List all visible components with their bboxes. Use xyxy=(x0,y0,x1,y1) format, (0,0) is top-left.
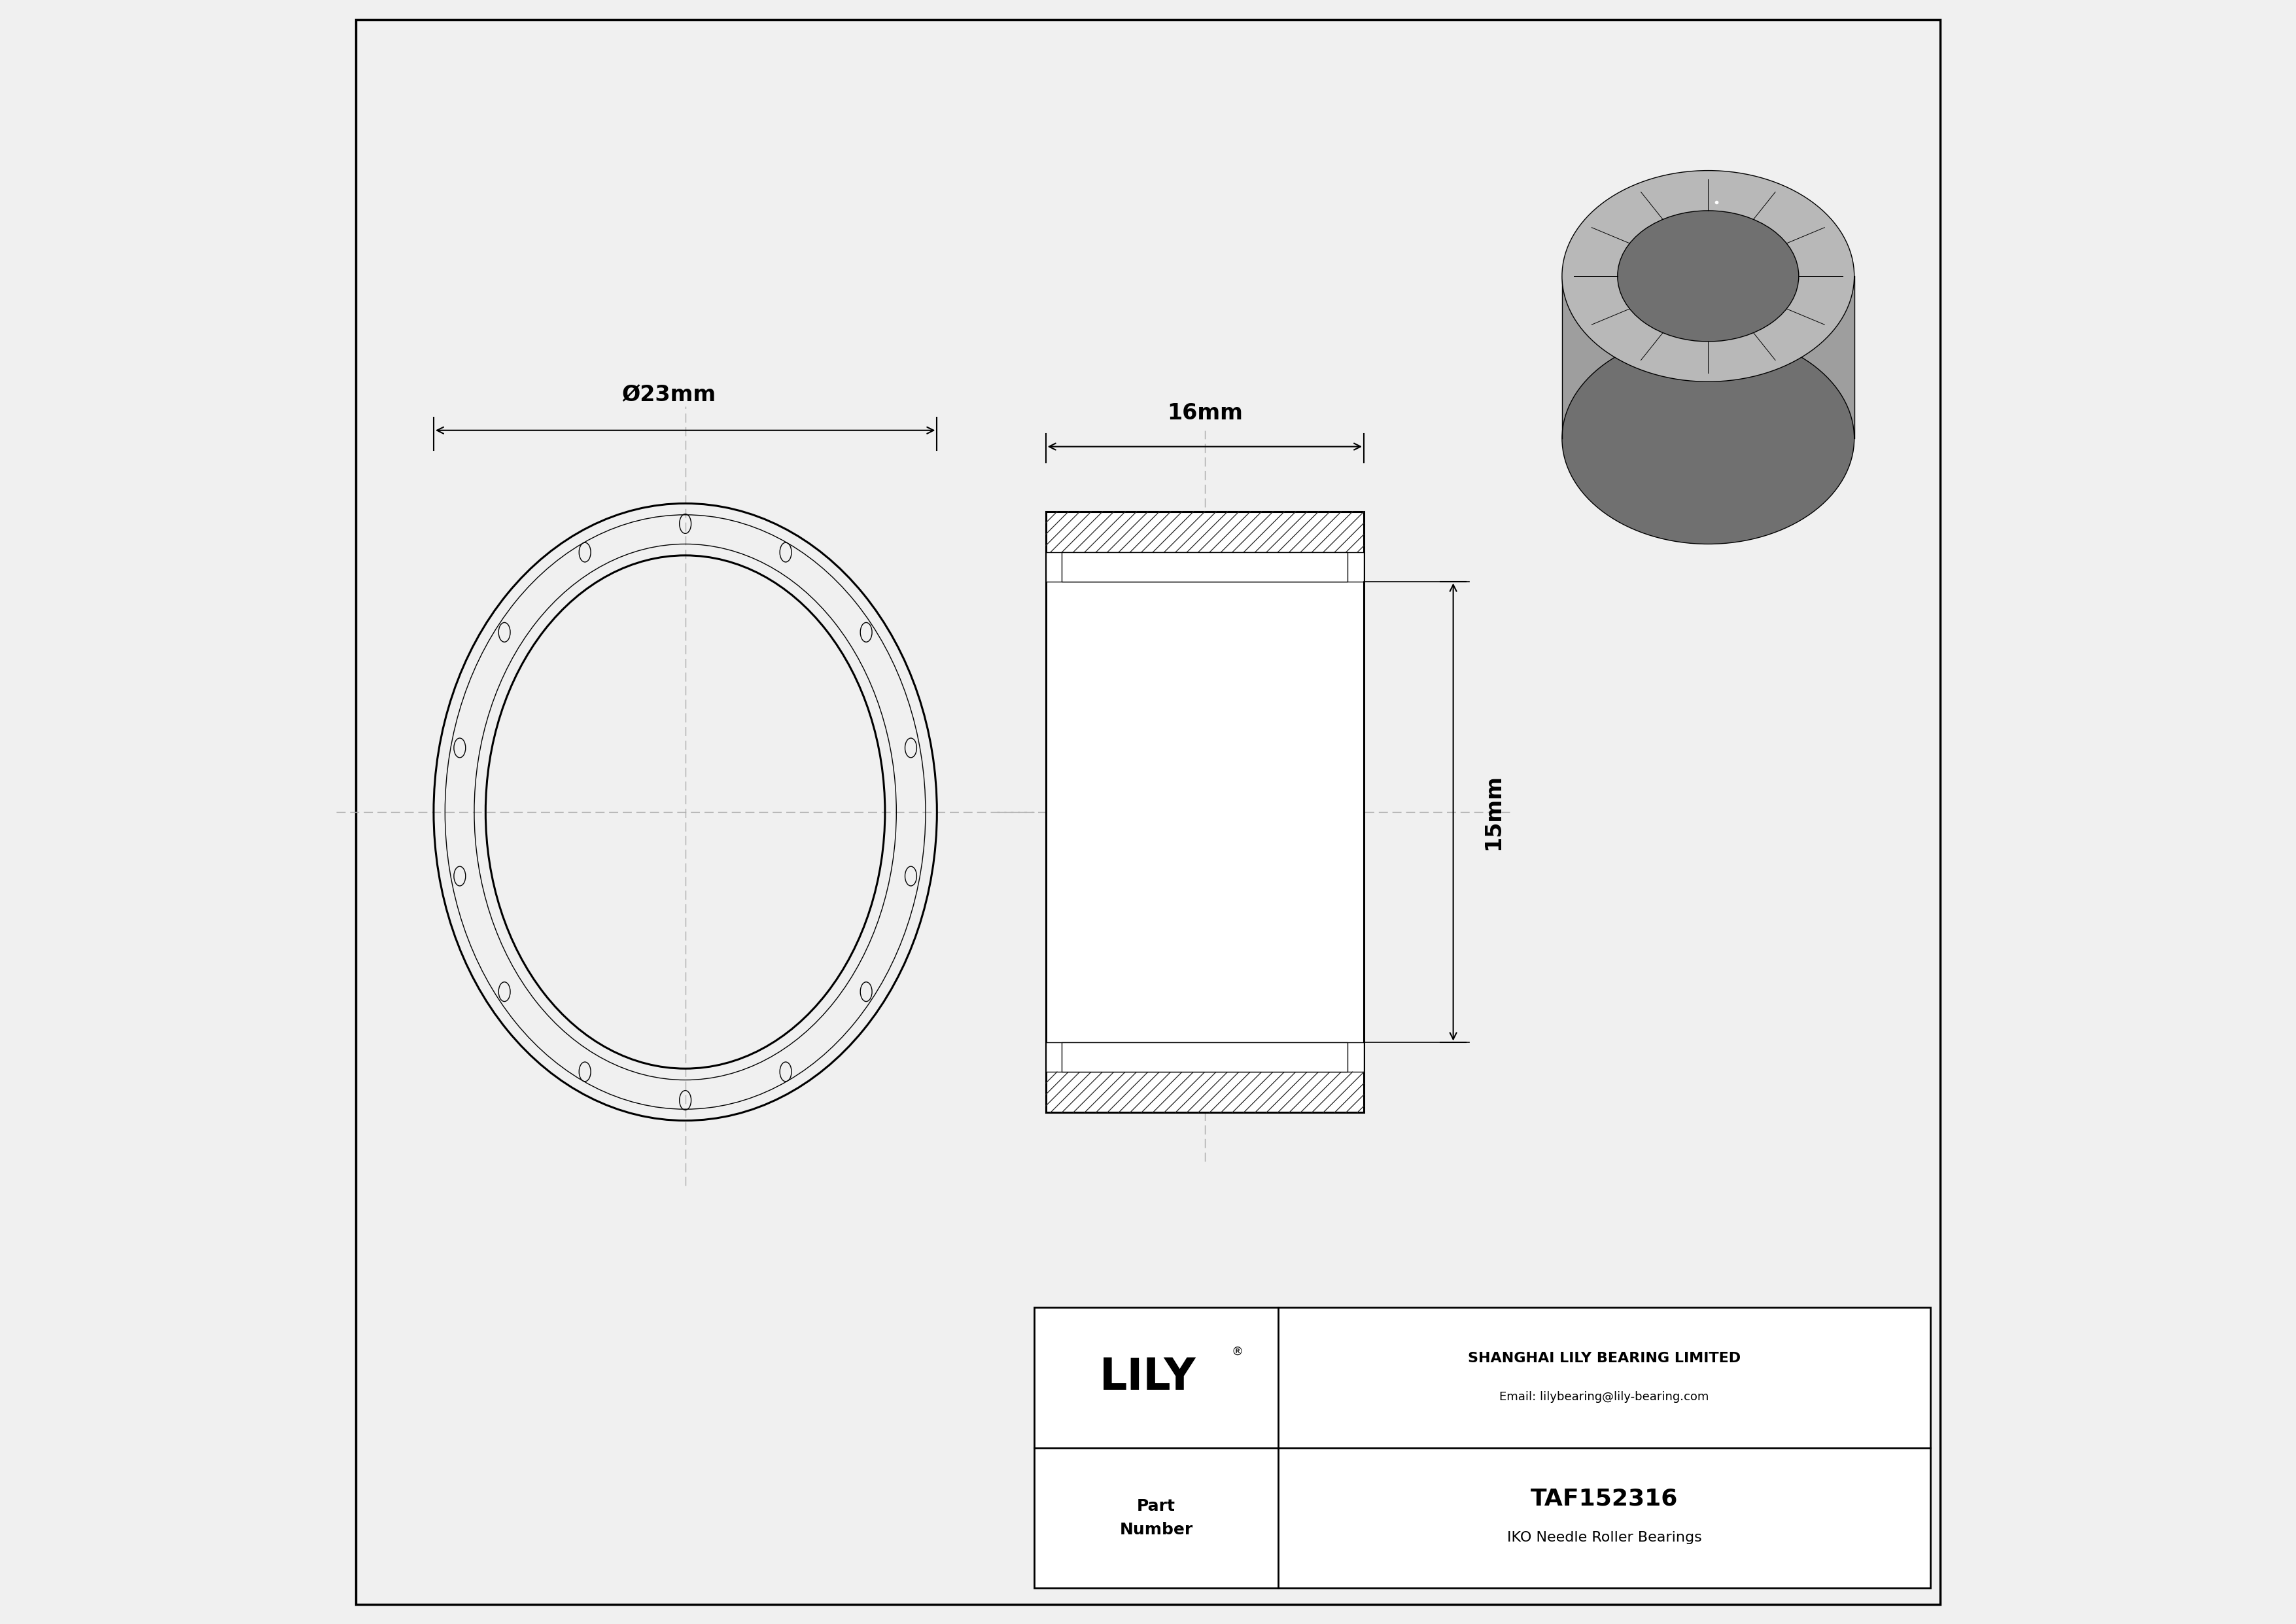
Text: TAF152316: TAF152316 xyxy=(1531,1488,1678,1510)
Text: ®: ® xyxy=(1231,1346,1242,1358)
Bar xyxy=(1045,1043,1364,1072)
Text: IKO Needle Roller Bearings: IKO Needle Roller Bearings xyxy=(1506,1531,1701,1544)
Bar xyxy=(1561,276,1855,438)
Text: Ø23mm: Ø23mm xyxy=(622,385,716,406)
Text: SHANGHAI LILY BEARING LIMITED: SHANGHAI LILY BEARING LIMITED xyxy=(1467,1351,1740,1364)
Bar xyxy=(1035,1307,1931,1588)
Bar xyxy=(1045,552,1364,581)
Ellipse shape xyxy=(1561,333,1855,544)
Text: 16mm: 16mm xyxy=(1166,403,1242,424)
Text: LILY: LILY xyxy=(1100,1356,1196,1400)
Bar xyxy=(1063,552,1348,581)
Bar xyxy=(1063,1043,1348,1072)
Ellipse shape xyxy=(1616,211,1798,341)
Text: Part
Number: Part Number xyxy=(1120,1499,1194,1538)
Ellipse shape xyxy=(1561,171,1855,382)
Bar xyxy=(1045,512,1364,1112)
Text: Email: lilybearing@lily-bearing.com: Email: lilybearing@lily-bearing.com xyxy=(1499,1392,1708,1403)
Text: 15mm: 15mm xyxy=(1483,775,1504,849)
